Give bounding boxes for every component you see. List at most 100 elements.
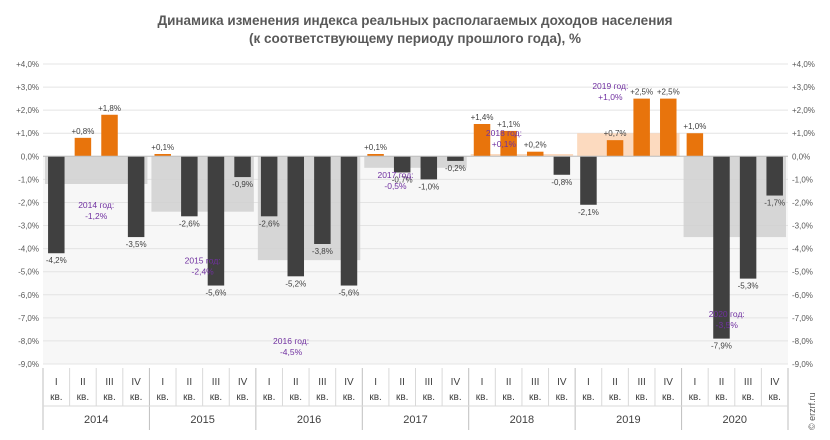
y-tick-label-right: +4,0% xyxy=(792,60,815,69)
quarter-label: I xyxy=(693,377,696,388)
annual-label-title-2016: 2016 год: xyxy=(273,336,309,346)
quarter-label: I xyxy=(161,377,164,388)
bar-2016-q2 xyxy=(287,156,305,277)
quarter-label: II xyxy=(187,377,193,388)
bar-2014-q4 xyxy=(127,156,145,238)
data-label-2020-q1: +1,0% xyxy=(683,122,706,131)
quarter-label: IV xyxy=(557,377,567,388)
y-tick-label-left: -2,0% xyxy=(18,198,39,207)
chart-subtitle: (к соответствующему периоду прошлого год… xyxy=(249,31,581,46)
quarter-label: III xyxy=(105,377,113,388)
quarter-suffix: кв. xyxy=(369,392,381,403)
annual-bar-2019 xyxy=(577,133,680,157)
y-tick-label-left: +2,0% xyxy=(16,106,39,115)
annual-label-value-2019: +1,0% xyxy=(598,92,623,102)
quarter-label: II xyxy=(506,377,512,388)
quarter-suffix: кв. xyxy=(396,392,408,403)
data-label-2018-q1: +1,4% xyxy=(471,113,494,122)
quarter-label: II xyxy=(399,377,405,388)
bar-2019-q2 xyxy=(606,140,624,157)
quarter-suffix: кв. xyxy=(290,392,302,403)
quarter-suffix: кв. xyxy=(715,392,727,403)
quarter-suffix: кв. xyxy=(449,392,461,403)
y-tick-label-right: -7,0% xyxy=(792,314,813,323)
bar-2018-q2 xyxy=(500,130,517,157)
quarter-label: IV xyxy=(238,377,248,388)
quarter-label: III xyxy=(531,377,539,388)
data-label-2017-q3: -1,0% xyxy=(418,182,439,191)
watermark: © erzrf.ru xyxy=(807,392,817,430)
annual-bar-2018 xyxy=(470,154,574,157)
quarter-suffix: кв. xyxy=(210,392,222,403)
bar-2017-q1 xyxy=(367,154,384,157)
year-label-2019: 2019 xyxy=(616,414,640,426)
bar-2016-q3 xyxy=(314,156,331,244)
gridlines xyxy=(43,63,788,365)
quarter-label: III xyxy=(744,377,752,388)
quarter-label: III xyxy=(637,377,645,388)
quarter-label: IV xyxy=(344,377,354,388)
bar-2019-q3 xyxy=(633,98,650,157)
data-label-2019-q1: -2,1% xyxy=(578,208,599,217)
y-tick-label-right: -6,0% xyxy=(792,291,813,300)
year-label-2018: 2018 xyxy=(510,414,534,426)
y-tick-label-right: -2,0% xyxy=(792,198,813,207)
y-tick-label-left: -9,0% xyxy=(18,360,39,369)
annual-label-title-2017: 2017 год: xyxy=(377,170,413,180)
annual-label-title-2018: 2018 год: xyxy=(486,128,522,138)
year-label-2014: 2014 xyxy=(84,414,108,426)
annual-label-value-2016: -4,5% xyxy=(280,347,303,357)
y-tick-label-right: -4,0% xyxy=(792,245,813,254)
data-label-2014-q2: +0,8% xyxy=(71,127,94,136)
quarter-suffix: кв. xyxy=(343,392,355,403)
quarter-label: II xyxy=(80,377,86,388)
bar-2014-q3 xyxy=(101,114,118,157)
bar-2017-q3 xyxy=(420,156,438,180)
year-label-2020: 2020 xyxy=(723,414,747,426)
data-label-2017-q2: -0,7% xyxy=(392,175,413,184)
bar-2020-q2 xyxy=(713,156,730,339)
y-tick-label-left: -1,0% xyxy=(18,175,39,184)
annual-label-title-2020: 2020 год: xyxy=(709,309,745,319)
quarter-suffix: кв. xyxy=(742,392,754,403)
quarter-suffix: кв. xyxy=(316,392,328,403)
quarter-suffix: кв. xyxy=(236,392,248,403)
data-label-2020-q4: -1,7% xyxy=(764,199,785,208)
quarter-suffix: кв. xyxy=(529,392,541,403)
data-label-2015-q4: -0,9% xyxy=(232,180,253,189)
y-tick-label-left: +1,0% xyxy=(16,129,39,138)
annual-label-value-2018: +0,1% xyxy=(492,139,517,149)
data-labels: -4,2% +0,8% +1,8% -3,5% +0,1% -2,6% -5,6% -0,9%… xyxy=(46,88,785,351)
quarter-label: I xyxy=(55,377,58,388)
bar-2017-q2 xyxy=(393,156,411,173)
data-label-2016-q3: -3,8% xyxy=(312,247,333,256)
y-tick-label-left: +4,0% xyxy=(16,60,39,69)
quarter-suffix: кв. xyxy=(502,392,514,403)
annual-label-value-2015: -2,4% xyxy=(192,267,215,277)
quarter-label: III xyxy=(425,377,433,388)
y-tick-label-right: -5,0% xyxy=(792,268,813,277)
quarter-label: IV xyxy=(451,377,461,388)
bar-2018-q4 xyxy=(553,156,571,175)
y-tick-label-right: +2,0% xyxy=(792,106,815,115)
annual-label-title-2014: 2014 год: xyxy=(78,200,114,210)
data-label-2018-q2: +1,1% xyxy=(497,120,520,129)
y-tick-label-left: +3,0% xyxy=(16,83,39,92)
quarter-suffix: кв. xyxy=(556,392,568,403)
quarter-suffix: кв. xyxy=(156,392,168,403)
y-tick-label-right: -1,0% xyxy=(792,175,813,184)
quarter-label: III xyxy=(318,377,326,388)
quarter-suffix: кв. xyxy=(582,392,594,403)
quarter-suffix: кв. xyxy=(263,392,275,403)
annual-bar-2017 xyxy=(364,156,467,168)
y-tick-label-left: -3,0% xyxy=(18,222,39,231)
year-label-2016: 2016 xyxy=(297,414,321,426)
year-label-2017: 2017 xyxy=(403,414,427,426)
bar-2020-q1 xyxy=(686,133,704,157)
y-tick-label-left: -5,0% xyxy=(18,268,39,277)
quarter-suffix: кв. xyxy=(77,392,89,403)
bar-2015-q3 xyxy=(207,156,225,286)
quarter-suffix: кв. xyxy=(689,392,701,403)
data-label-2020-q2: -7,9% xyxy=(711,342,732,351)
y-tick-label-left: -8,0% xyxy=(18,337,39,346)
